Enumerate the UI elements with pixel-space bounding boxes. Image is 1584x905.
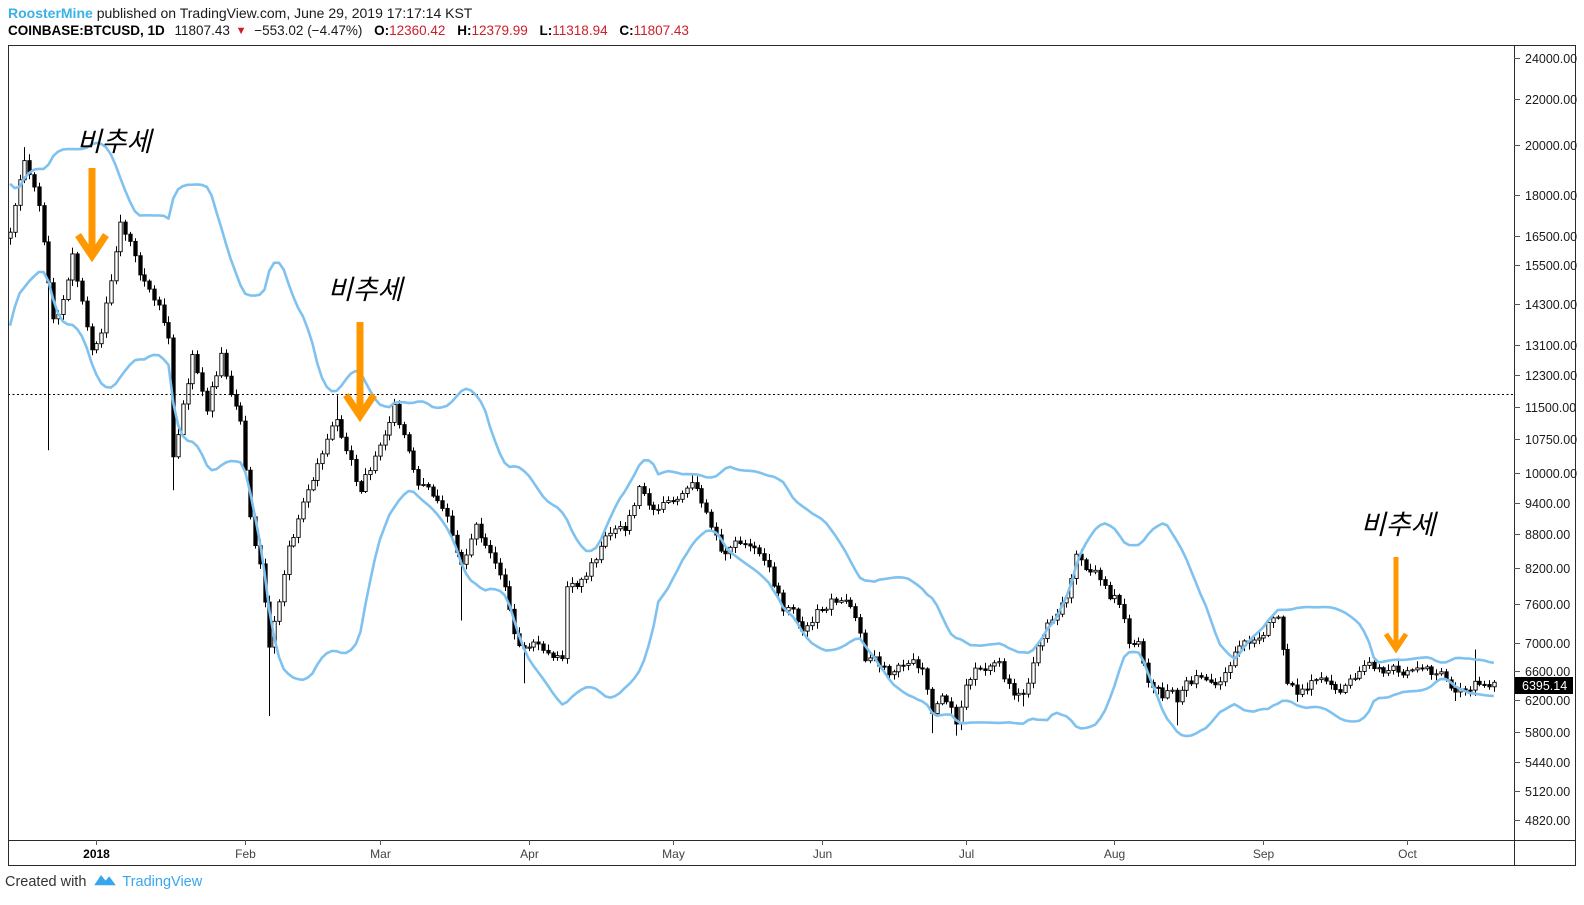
price-axis-label: 6600.00 bbox=[1525, 665, 1570, 679]
price-axis-label: 5440.00 bbox=[1525, 756, 1570, 770]
time-axis-label: May bbox=[662, 847, 685, 861]
price-axis-label: 10750.00 bbox=[1525, 433, 1577, 447]
publish-info-line: RoosterMine published on TradingView.com… bbox=[8, 5, 689, 21]
time-axis-label: Jun bbox=[813, 847, 832, 861]
symbol-interval: COINBASE:BTCUSD, 1D bbox=[8, 23, 165, 38]
down-triangle-icon: ▼ bbox=[235, 25, 247, 37]
bollinger-lower-band bbox=[8, 270, 1494, 738]
price-axis-label: 5120.00 bbox=[1525, 785, 1570, 799]
price-axis-label: 16500.00 bbox=[1525, 230, 1577, 244]
chart-header: RoosterMine published on TradingView.com… bbox=[8, 5, 689, 38]
tradingview-logo-icon bbox=[93, 872, 117, 891]
price-axis-label: 5800.00 bbox=[1525, 726, 1570, 740]
time-axis-label: Feb bbox=[235, 847, 256, 861]
ohlc-open: O:12360.42 bbox=[374, 23, 446, 38]
footer-attribution: Created with TradingView bbox=[5, 872, 202, 891]
price-axis-label: 7000.00 bbox=[1525, 637, 1570, 651]
trend-arrow bbox=[343, 322, 377, 423]
price-axis-label: 12300.00 bbox=[1525, 369, 1577, 383]
last-price-text: 11807.43 bbox=[174, 23, 230, 38]
time-axis-label: Jul bbox=[959, 847, 974, 861]
ohlc-high: H:12379.99 bbox=[457, 23, 528, 38]
symbol-legend-line: COINBASE:BTCUSD, 1D 11807.43 ▼ −553.02 (… bbox=[8, 23, 689, 38]
trend-annotation-1: 비추세 bbox=[76, 127, 152, 158]
author-link[interactable]: RoosterMine bbox=[8, 5, 93, 21]
price-axis-label: 8200.00 bbox=[1525, 562, 1570, 576]
trend-arrow bbox=[1383, 557, 1409, 654]
ohlc-low: L:11318.94 bbox=[539, 23, 608, 38]
price-axis-label: 4820.00 bbox=[1525, 814, 1570, 828]
price-axis-label: 7600.00 bbox=[1525, 598, 1570, 612]
price-axis-label: 24000.00 bbox=[1525, 52, 1577, 66]
trend-arrow bbox=[75, 168, 109, 263]
chart-frame bbox=[8, 45, 1576, 866]
time-axis-label: Mar bbox=[370, 847, 391, 861]
time-axis-label: Sep bbox=[1253, 847, 1275, 861]
time-axis-label: Oct bbox=[1398, 847, 1417, 861]
price-change: −553.02 (−4.47%) bbox=[254, 23, 363, 38]
last-price-axis-label: 6395.14 bbox=[1515, 677, 1573, 694]
time-axis: 2018 Feb Mar Apr May Jun Jul Aug Sep Oct bbox=[83, 840, 1417, 861]
candlestick-series bbox=[8, 147, 1497, 736]
price-axis-label: 6200.00 bbox=[1525, 694, 1570, 708]
bollinger-upper-band bbox=[9, 141, 1495, 665]
price-axis-label: 15500.00 bbox=[1525, 259, 1577, 273]
time-axis-label: 2018 bbox=[83, 847, 110, 861]
price-axis-label: 10000.00 bbox=[1525, 467, 1577, 481]
trend-annotation-2: 비추세 bbox=[327, 275, 403, 306]
price-axis-label: 14300.00 bbox=[1525, 298, 1577, 312]
price-axis-label: 20000.00 bbox=[1525, 139, 1577, 153]
price-axis-label: 9400.00 bbox=[1525, 497, 1570, 511]
tradingview-brand-link[interactable]: TradingView bbox=[122, 873, 203, 890]
price-axis-label: 11500.00 bbox=[1525, 401, 1576, 415]
price-axis: 24000.00 22000.00 20000.00 18000.00 16500.00… bbox=[1514, 52, 1577, 828]
ohlc-close: C:11807.43 bbox=[619, 23, 689, 38]
price-axis-label: 22000.00 bbox=[1525, 93, 1577, 107]
created-with-text: Created with bbox=[5, 873, 87, 890]
time-axis-label: Aug bbox=[1104, 847, 1125, 861]
svg-text:6395.14: 6395.14 bbox=[1522, 679, 1567, 693]
trend-annotation-3: 비추세 bbox=[1360, 510, 1436, 541]
price-axis-label: 18000.00 bbox=[1525, 189, 1577, 203]
published-text: published on TradingView.com, June 29, 2… bbox=[96, 5, 473, 21]
price-axis-label: 8800.00 bbox=[1525, 528, 1570, 542]
price-axis-label: 13100.00 bbox=[1525, 339, 1577, 353]
time-axis-label: Apr bbox=[520, 847, 539, 861]
